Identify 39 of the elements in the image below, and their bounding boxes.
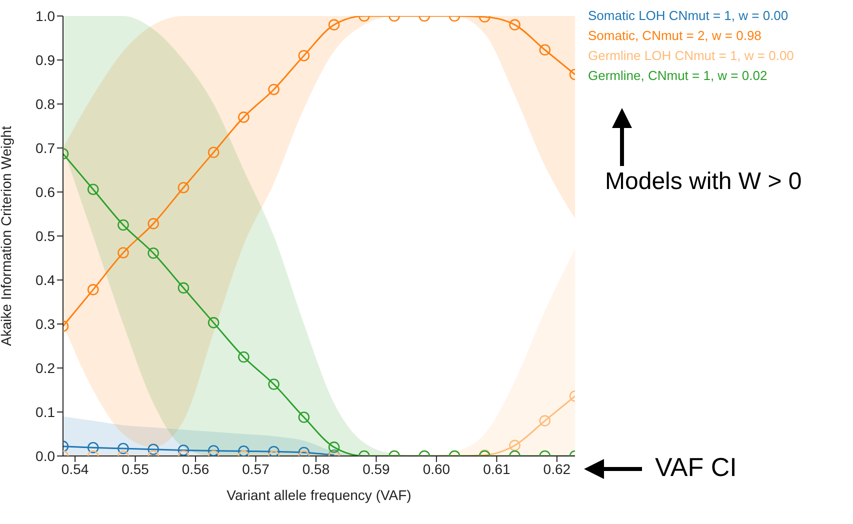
- point: [178, 282, 190, 294]
- y-tick-label: 0.7: [36, 140, 56, 156]
- point: [238, 112, 250, 123]
- y-tick-label: 0.4: [36, 272, 56, 288]
- text: Models with W > 0: [605, 168, 802, 195]
- text: Somatic LOH CNmut = 1, w = 0.00: [588, 7, 790, 25]
- y-tick-label: 0.1: [36, 404, 56, 420]
- x-tick-label: 0.55: [122, 460, 150, 477]
- x-tick-label: 0.60: [422, 460, 450, 477]
- point: [178, 182, 190, 194]
- text: Germline LOH CNmut = 1, w = 0.00: [588, 47, 794, 65]
- x-tick-label: 0.59: [362, 460, 390, 477]
- x-tick-label: 0.57: [242, 460, 270, 477]
- point: [148, 218, 160, 230]
- y-tick-label: 0.2: [36, 360, 56, 376]
- y-tick-label: 0.6: [36, 184, 56, 200]
- x-axis-title: Variant allele frequency (VAF): [226, 487, 412, 503]
- point: [148, 248, 160, 259]
- text: VAF CI: [655, 452, 737, 482]
- point: [87, 284, 99, 296]
- point: [87, 184, 99, 196]
- y-tick-label: 1.0: [36, 8, 56, 24]
- y-tick-label: 0.8: [36, 96, 56, 112]
- point: [118, 219, 129, 231]
- x-tick-label: 0.62: [543, 460, 571, 477]
- y-tick-label: 0.9: [36, 52, 56, 68]
- y-tick-label: 0.5: [36, 228, 56, 244]
- point: [208, 146, 220, 158]
- y-axis-title: Akaike Information Criterion Weight: [0, 126, 14, 346]
- point: [118, 247, 129, 258]
- text: Somatic, CNmut = 2, w = 0.98: [588, 27, 762, 45]
- point: [208, 317, 220, 328]
- text: Germline, CNmut = 1, w = 0.02: [588, 67, 768, 85]
- y-tick-label: 0.0: [36, 448, 56, 464]
- y-tick-label: 0.3: [36, 316, 56, 332]
- x-tick-label: 0.61: [483, 460, 511, 477]
- x-tick-label: 0.56: [182, 460, 210, 477]
- x-tick-label: 0.54: [61, 460, 89, 477]
- x-tick-label: 0.58: [302, 460, 330, 477]
